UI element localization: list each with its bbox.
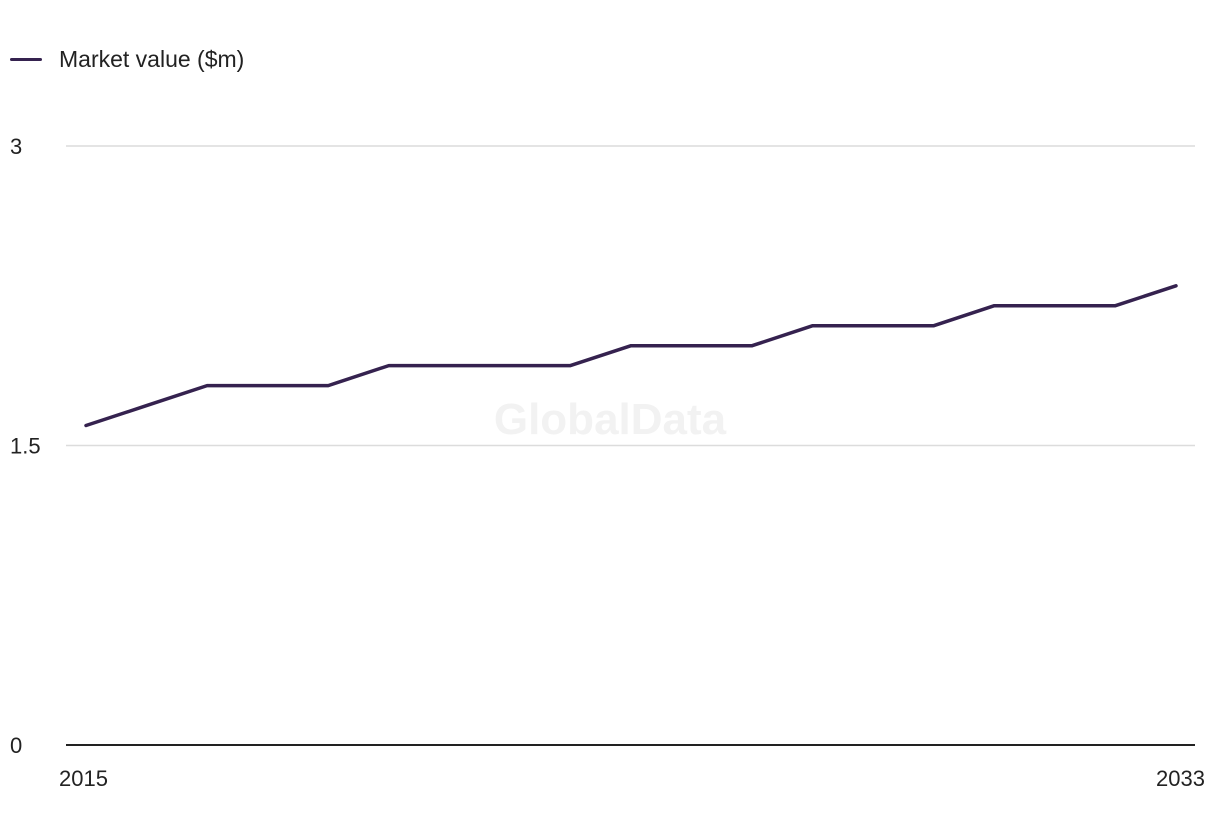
x-tick-label-1: 2033 [1156, 766, 1205, 791]
legend-label: Market value ($m) [59, 46, 245, 72]
y-tick-label-2: 3 [10, 134, 22, 159]
watermark: GlobalData [494, 395, 727, 444]
y-tick-label-1: 1.5 [10, 434, 41, 459]
legend-swatch [10, 58, 42, 61]
gridlines [66, 145, 1195, 447]
legend: Market value ($m) [10, 46, 244, 73]
tick-labels: 0 1.5 3 2015 2033 [10, 134, 1205, 791]
x-tick-label-0: 2015 [59, 766, 108, 791]
series-line-0 [84, 284, 1178, 428]
series-layer [84, 284, 1178, 428]
y-tick-label-0: 0 [10, 733, 22, 758]
